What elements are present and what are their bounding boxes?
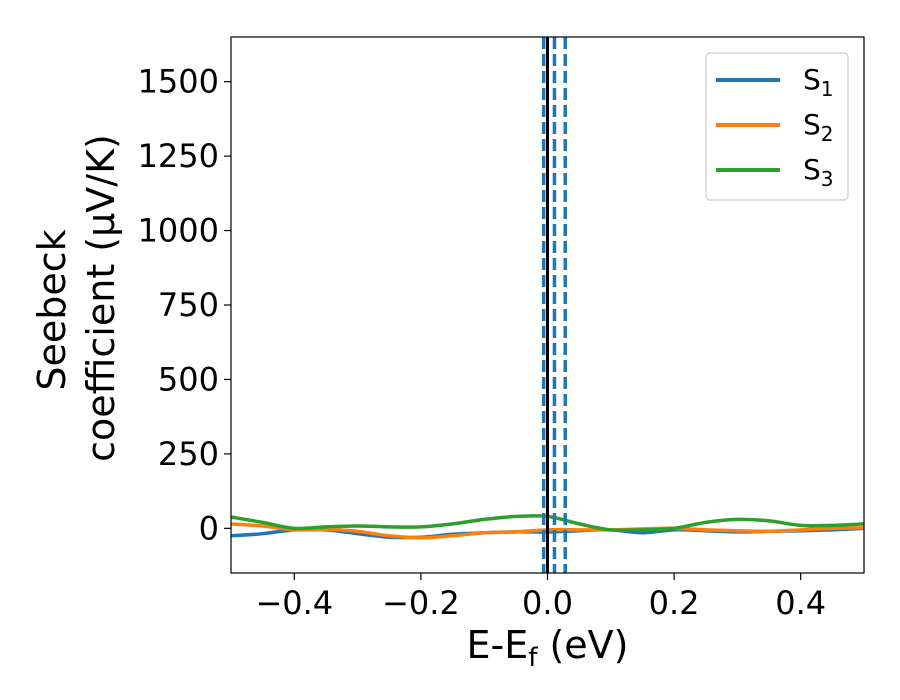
y-axis: 0 250 500 750 1000 1250 1500 xyxy=(138,63,231,547)
legend-label-s3: S3 xyxy=(803,153,834,191)
y-axis-label-line2: coefficient (μV/K) xyxy=(79,134,123,462)
y-tick-label: 1000 xyxy=(138,212,219,250)
x-axis-label: E-Ef (eV) xyxy=(467,623,629,673)
y-axis-label-line1: Seebeck xyxy=(30,229,74,390)
x-axis: −0.4 −0.2 0.0 0.2 0.4 xyxy=(255,573,826,622)
y-tick-label: 250 xyxy=(158,435,219,473)
x-tick-label: −0.4 xyxy=(255,584,333,622)
legend-label-s1: S1 xyxy=(803,63,834,101)
y-tick-label: 500 xyxy=(158,360,219,398)
x-tick-label: 0.0 xyxy=(522,584,573,622)
y-tick-label: 0 xyxy=(199,509,219,547)
plot-area xyxy=(231,37,864,573)
x-tick-label: 0.2 xyxy=(649,584,700,622)
x-tick-label: −0.2 xyxy=(382,584,460,622)
y-tick-label: 1250 xyxy=(138,137,219,175)
legend: S1 S2 S3 xyxy=(705,52,849,201)
legend-label-s2: S2 xyxy=(803,108,834,146)
y-tick-label: 1500 xyxy=(138,63,219,101)
y-tick-label: 750 xyxy=(158,286,219,324)
x-tick-label: 0.4 xyxy=(775,584,826,622)
